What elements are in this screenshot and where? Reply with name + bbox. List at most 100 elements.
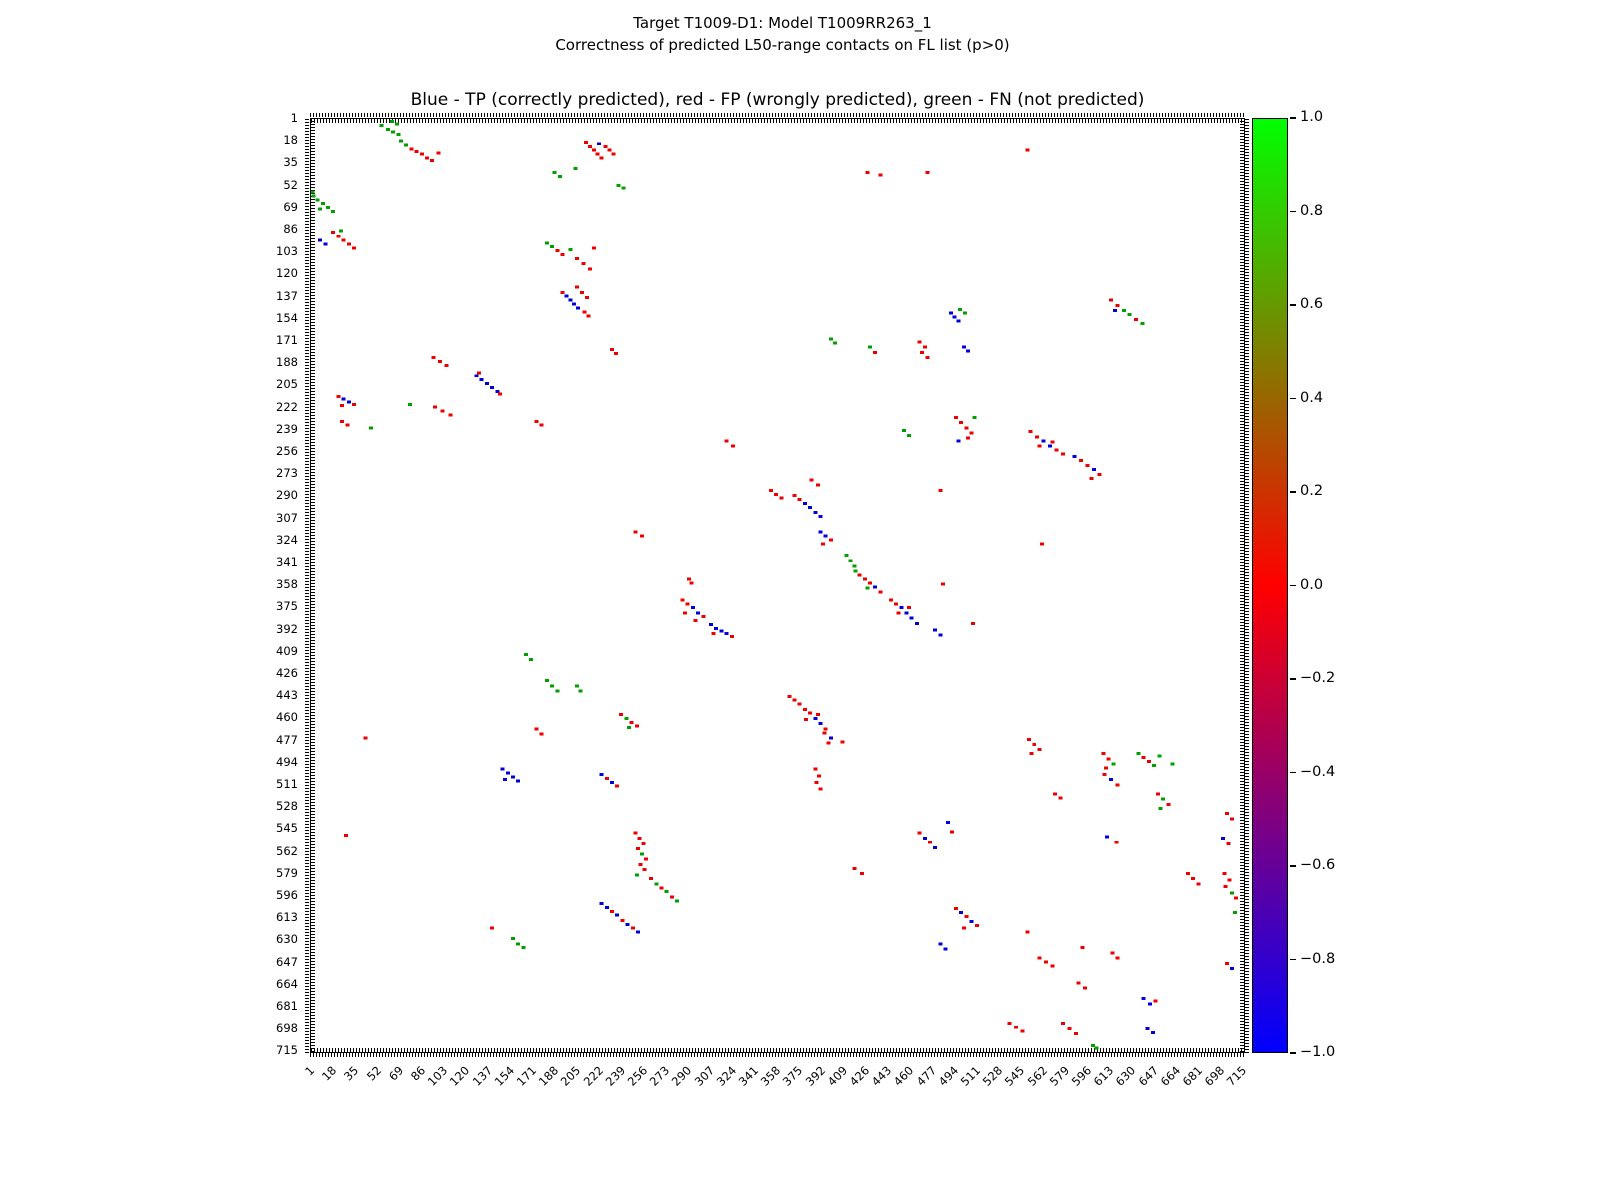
contact-point-fn [510, 937, 515, 941]
contact-point-tp [1150, 1030, 1155, 1034]
contact-point-tp [956, 439, 961, 443]
contact-point-fn [338, 229, 343, 233]
y-tick-label: 596 [276, 887, 298, 902]
contact-point-fp [448, 413, 453, 417]
contact-point-fp [822, 731, 827, 735]
y-tick-label: 409 [276, 643, 298, 658]
contact-point-fp [1089, 477, 1094, 481]
contact-point-fp [1007, 1021, 1012, 1025]
contact-point-fp [613, 352, 618, 356]
contact-point-fp [1085, 464, 1090, 468]
y-tick-label: 205 [276, 377, 298, 392]
contact-point-tp [969, 920, 974, 924]
contact-point-fn [385, 127, 390, 131]
contact-point-fp [1043, 960, 1048, 964]
contact-point-fp [346, 242, 351, 246]
contact-point-fp [352, 402, 357, 406]
contact-point-tp [828, 736, 833, 740]
y-tick-label: 120 [276, 266, 298, 281]
contact-point-fp [1166, 802, 1171, 806]
y-tick-label: 647 [276, 954, 298, 969]
contact-point-fp [1025, 148, 1030, 152]
contact-point-fp [1115, 956, 1120, 960]
colorbar-tick-mark [1290, 304, 1296, 306]
contact-point-tp [1092, 468, 1097, 472]
contact-point-fp [1053, 792, 1058, 796]
contact-point-fp [970, 621, 975, 625]
contact-point-fp [1013, 1025, 1018, 1029]
contact-point-fn [664, 890, 669, 894]
y-tick-label: 443 [276, 688, 298, 703]
contact-point-fp [1109, 298, 1114, 302]
contact-point-fp [862, 577, 867, 581]
y-tick-label: 86 [283, 221, 298, 236]
contact-point-fp [1060, 1021, 1065, 1025]
x-axis-minor-ticks-bottom-inner [311, 1048, 1244, 1052]
contact-point-fp [1225, 961, 1230, 965]
y-tick-label: 307 [276, 510, 298, 525]
contact-point-fp [1234, 896, 1239, 900]
contact-point-fp [1103, 766, 1108, 770]
contact-point-fp [340, 419, 345, 423]
contact-point-fp [1067, 1027, 1072, 1031]
contact-point-fp [642, 868, 647, 872]
contact-point-fp [607, 148, 612, 152]
colorbar [1252, 118, 1288, 1053]
contact-point-tp [346, 400, 351, 404]
contact-point-fp [731, 444, 736, 448]
contact-point-fp [1080, 946, 1085, 950]
contact-point-fp [1037, 748, 1042, 752]
contact-point-fp [586, 314, 591, 318]
contact-point-fp [595, 152, 600, 156]
contact-point-fp [424, 156, 429, 160]
contact-point-fn [957, 307, 962, 311]
contact-point-fp [693, 619, 698, 623]
contact-point-fp [659, 886, 664, 890]
contact-point-fp [809, 478, 814, 482]
contact-point-fp [802, 707, 807, 711]
contact-point-fn [555, 689, 560, 693]
colorbar-tick-mark [1290, 678, 1296, 680]
contact-point-fp [1097, 473, 1102, 477]
contact-point-fp [1191, 877, 1196, 881]
contact-point-fp [633, 530, 638, 534]
contact-point-fn [407, 402, 412, 406]
contact-point-fn [1140, 322, 1145, 326]
contact-point-fn [626, 725, 631, 729]
contact-point-fp [685, 602, 690, 606]
colorbar-gradient [1253, 119, 1287, 1052]
contact-point-fp [649, 877, 654, 881]
contact-point-fn [621, 186, 626, 190]
contact-point-fp [591, 246, 596, 250]
contact-point-fp [828, 538, 833, 542]
y-tick-label: 494 [276, 754, 298, 769]
colorbar-tick-label: −0.8 [1300, 950, 1336, 967]
contact-point-tp [818, 514, 823, 518]
contact-point-fp [604, 776, 609, 780]
contact-point-fn [574, 684, 579, 688]
contact-point-fp [954, 907, 959, 911]
contact-point-tp [323, 242, 328, 246]
contact-point-fp [774, 492, 779, 496]
y-axis-minor-ticks-left-outer [305, 118, 309, 1053]
colorbar-tick-mark [1290, 117, 1296, 119]
contact-point-fp [477, 371, 482, 375]
contact-point-tp [813, 511, 818, 515]
contact-point-fp [1102, 772, 1107, 776]
contact-point-fp [965, 436, 970, 440]
contact-point-fp [1054, 448, 1059, 452]
contact-point-fn [1136, 752, 1141, 756]
contact-point-tp [1041, 439, 1046, 443]
contact-point-tp [943, 947, 948, 951]
y-tick-label: 18 [283, 133, 298, 148]
contact-point-tp [1112, 309, 1117, 313]
contact-point-fp [419, 152, 424, 156]
contact-point-fn [1158, 806, 1163, 810]
contact-point-fp [779, 496, 784, 500]
contact-map-points [311, 120, 1239, 1050]
contact-point-tp [961, 345, 966, 349]
contact-point-tp [484, 382, 489, 386]
contact-point-fp [826, 741, 831, 745]
contact-point-fn [395, 122, 400, 126]
colorbar-tick-label: −0.6 [1300, 857, 1336, 873]
